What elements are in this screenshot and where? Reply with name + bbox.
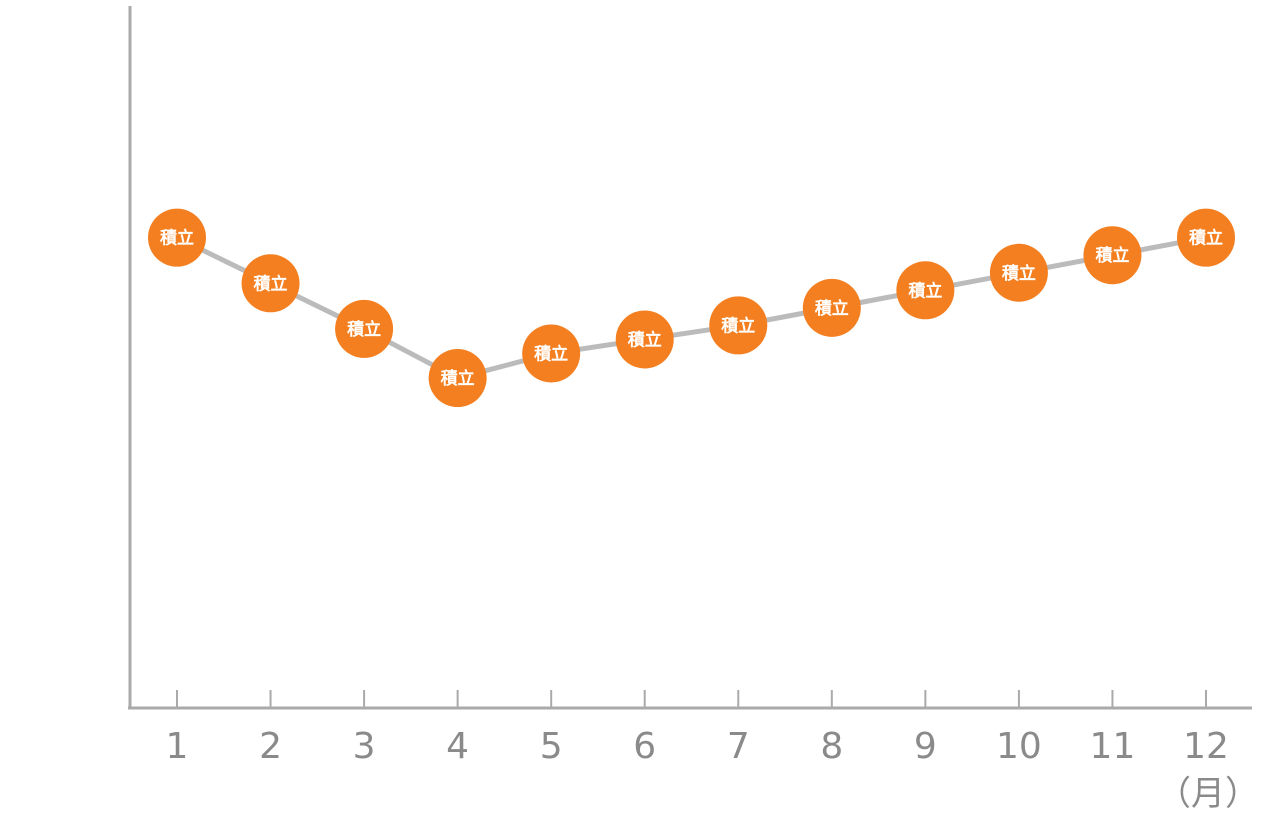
x-tick-labels: 1 2 3 4 5 6 7 8 9 10 11 12: [166, 726, 1229, 767]
x-ticks: [176, 690, 1207, 708]
data-point-label: 積立: [628, 329, 662, 350]
x-tick-label: 3: [353, 726, 376, 767]
x-tick-label: 4: [446, 726, 469, 767]
data-point-marker: [522, 324, 581, 383]
x-tick-label: 7: [727, 726, 750, 767]
data-point: 積立: [709, 296, 768, 355]
data-point-marker: [896, 261, 955, 320]
x-tick-label: 6: [633, 726, 656, 767]
data-point-marker: [335, 299, 394, 358]
data-point-label: 積立: [534, 343, 568, 364]
data-point-label: 積立: [160, 228, 194, 249]
data-point-label: 積立: [347, 319, 381, 340]
data-point: 積立: [1083, 226, 1142, 285]
data-point-label: 積立: [441, 368, 475, 389]
data-point: 積立: [335, 299, 394, 358]
data-point-marker: [802, 278, 861, 337]
data-point: 積立: [522, 324, 581, 383]
data-point-label: 積立: [908, 280, 942, 301]
x-tick-label: 8: [820, 726, 843, 767]
x-tick-label: 1: [166, 726, 189, 767]
series-line: [175, 235, 1207, 381]
data-point-label: 積立: [1002, 263, 1036, 284]
data-point-marker: [1177, 208, 1235, 267]
data-point-marker: [615, 310, 674, 369]
data-point-marker: [148, 208, 206, 267]
x-tick-label: 2: [259, 726, 282, 767]
data-point: 積立: [148, 208, 206, 267]
data-point: 積立: [989, 243, 1048, 302]
data-point-marker: [428, 349, 487, 408]
data-point: 積立: [1177, 208, 1235, 267]
x-tick-label: 12: [1183, 726, 1229, 767]
data-point-label: 積立: [1095, 245, 1129, 266]
x-tick-label: 5: [540, 726, 563, 767]
x-tick-label: 10: [996, 726, 1042, 767]
data-point: 積立: [615, 310, 674, 369]
data-point-marker: [241, 254, 300, 313]
data-point: 積立: [428, 349, 487, 408]
data-point: 積立: [802, 278, 861, 337]
data-point: 積立: [241, 254, 300, 313]
x-tick-label: 11: [1090, 726, 1136, 767]
data-point-marker: [1083, 226, 1142, 285]
x-unit-label: （月）: [1157, 774, 1259, 814]
data-point-label: 積立: [1189, 228, 1223, 249]
data-point: 積立: [896, 261, 955, 320]
data-point-label: 積立: [815, 298, 849, 319]
data-point-marker: [989, 243, 1048, 302]
data-point-label: 積立: [254, 273, 288, 294]
data-point-label: 積立: [721, 315, 755, 336]
x-tick-label: 9: [914, 726, 937, 767]
data-point-marker: [709, 296, 768, 355]
